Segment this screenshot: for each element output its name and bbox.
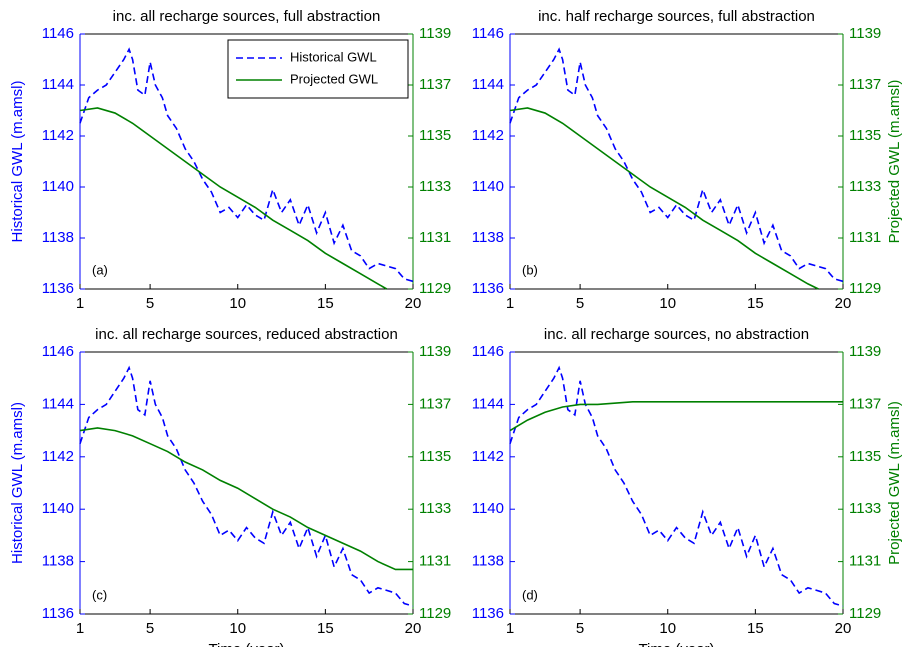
data-line — [509, 365, 844, 607]
x-tick-label: 20 — [835, 620, 852, 637]
x-tick-label: 1 — [76, 295, 84, 312]
y-tick-label: 1138 — [42, 229, 74, 246]
x-tick-label: 15 — [747, 295, 764, 312]
y2-tick-label: 1135 — [419, 127, 451, 144]
x-tick-label: 5 — [576, 295, 584, 312]
y-tick-label: 1146 — [472, 25, 504, 42]
y2-tick-label: 1129 — [849, 280, 881, 297]
y2-tick-label: 1139 — [419, 25, 451, 42]
data-line — [509, 400, 843, 432]
y-tick-label: 1138 — [42, 553, 74, 570]
y-tick-label: 1140 — [472, 500, 504, 517]
chart-title: inc. all recharge sources, reduced abstr… — [95, 326, 398, 343]
y2-axis-label: Projected GWL (m.amsl) — [886, 80, 903, 244]
panel-label: (a) — [92, 262, 108, 277]
x-tick-label: 10 — [229, 620, 246, 637]
data-line — [79, 365, 414, 607]
legend-label: Historical GWL — [290, 49, 377, 64]
y-tick-label: 1146 — [42, 343, 74, 360]
y-axis-label: Historical GWL (m.amsl) — [9, 402, 26, 564]
y-tick-label: 1144 — [472, 76, 504, 93]
y2-tick-label: 1133 — [419, 178, 451, 195]
y2-tick-label: 1135 — [849, 127, 881, 144]
y-tick-label: 1142 — [472, 448, 504, 465]
y-tick-label: 1136 — [42, 280, 74, 297]
y-tick-label: 1142 — [472, 127, 504, 144]
legend-label: Projected GWL — [290, 71, 378, 86]
y-tick-label: 1144 — [42, 395, 74, 412]
panel-label: (d) — [522, 587, 538, 602]
x-axis-label: Time (year) — [638, 641, 714, 647]
data-line — [79, 47, 414, 283]
y-axis-label: Historical GWL (m.amsl) — [9, 81, 26, 243]
y-tick-label: 1140 — [42, 178, 74, 195]
y-tick-label: 1140 — [42, 500, 74, 517]
y2-tick-label: 1137 — [419, 395, 451, 412]
x-tick-label: 15 — [747, 620, 764, 637]
x-tick-label: 20 — [405, 620, 422, 637]
y-tick-label: 1146 — [42, 25, 74, 42]
y-tick-label: 1136 — [472, 280, 504, 297]
x-tick-label: 10 — [659, 620, 676, 637]
chart-title: inc. all recharge sources, no abstractio… — [544, 326, 809, 343]
y2-tick-label: 1133 — [849, 500, 881, 517]
y-tick-label: 1144 — [472, 395, 504, 412]
y2-tick-label: 1129 — [419, 605, 451, 622]
x-tick-label: 1 — [506, 295, 514, 312]
data-line — [79, 107, 388, 290]
y2-tick-label: 1129 — [419, 280, 451, 297]
x-tick-label: 15 — [317, 620, 334, 637]
y2-tick-label: 1133 — [419, 500, 451, 517]
data-line — [509, 107, 819, 290]
legend — [227, 39, 409, 99]
chart-title: inc. all recharge sources, full abstract… — [113, 8, 381, 25]
y2-tick-label: 1131 — [419, 553, 451, 570]
y-tick-label: 1142 — [42, 448, 74, 465]
panel-label: (c) — [92, 587, 107, 602]
x-tick-label: 10 — [229, 295, 246, 312]
x-tick-label: 10 — [659, 295, 676, 312]
x-tick-label: 20 — [405, 295, 422, 312]
y-tick-label: 1146 — [472, 343, 504, 360]
x-tick-label: 5 — [146, 620, 154, 637]
y2-tick-label: 1133 — [849, 178, 881, 195]
x-tick-label: 1 — [506, 620, 514, 637]
y2-tick-label: 1135 — [419, 448, 451, 465]
y-tick-label: 1136 — [472, 605, 504, 622]
y2-tick-label: 1137 — [849, 395, 881, 412]
y2-tick-label: 1139 — [849, 25, 881, 42]
x-tick-label: 1 — [76, 620, 84, 637]
y2-tick-label: 1139 — [419, 343, 451, 360]
y-tick-label: 1138 — [472, 553, 504, 570]
y2-tick-label: 1137 — [849, 76, 881, 93]
y2-axis-label: Projected GWL (m.amsl) — [886, 401, 903, 565]
y2-tick-label: 1137 — [419, 76, 451, 93]
data-line — [509, 47, 844, 283]
x-tick-label: 5 — [146, 295, 154, 312]
y2-tick-label: 1131 — [849, 553, 881, 570]
y-tick-label: 1144 — [42, 76, 74, 93]
x-tick-label: 15 — [317, 295, 334, 312]
panel-label: (b) — [522, 262, 538, 277]
y-tick-label: 1140 — [472, 178, 504, 195]
x-axis-label: Time (year) — [208, 641, 284, 647]
y-tick-label: 1138 — [472, 229, 504, 246]
chart-title: inc. half recharge sources, full abstrac… — [538, 8, 815, 25]
y2-tick-label: 1135 — [849, 448, 881, 465]
x-tick-label: 20 — [835, 295, 852, 312]
y-tick-label: 1142 — [42, 127, 74, 144]
y2-tick-label: 1131 — [849, 229, 881, 246]
y2-tick-label: 1139 — [849, 343, 881, 360]
y-tick-label: 1136 — [42, 605, 74, 622]
y2-tick-label: 1129 — [849, 605, 881, 622]
y2-tick-label: 1131 — [419, 229, 451, 246]
data-line — [79, 427, 413, 571]
x-tick-label: 5 — [576, 620, 584, 637]
